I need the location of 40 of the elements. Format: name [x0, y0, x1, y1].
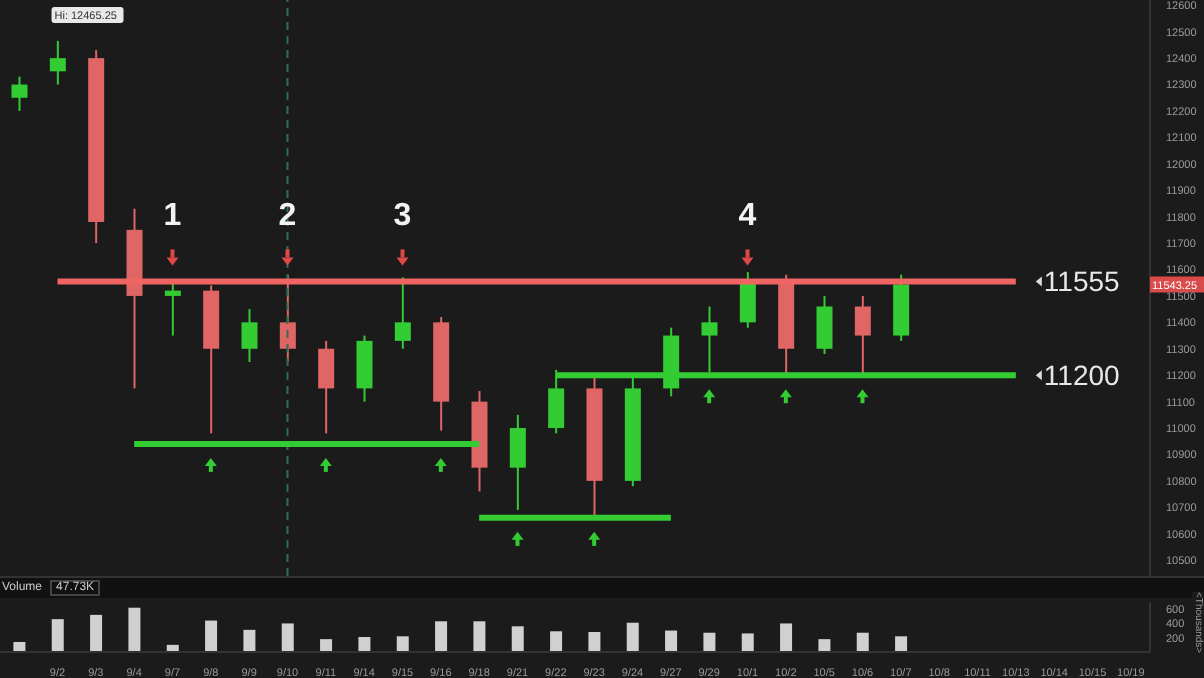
candlestick: [164, 279, 181, 337]
annotation: 3: [393, 199, 412, 234]
bar: [780, 623, 793, 652]
bar: [128, 607, 141, 652]
candlestick: [854, 294, 871, 377]
bar: [396, 636, 409, 652]
candlestick: [49, 39, 66, 86]
candlestick: [816, 294, 833, 356]
bar: [511, 626, 524, 652]
series-label: 11200: [1043, 359, 1121, 392]
annotation: 2: [278, 199, 297, 234]
bar: [90, 614, 103, 652]
bar: [281, 623, 294, 652]
bar: [856, 632, 869, 652]
bar: [550, 631, 563, 652]
candlestick: [241, 308, 258, 363]
series-label: 11555: [1043, 265, 1121, 298]
annotation: 4: [738, 199, 757, 234]
bar: [588, 632, 601, 652]
bar: [435, 621, 448, 652]
candlestick: [739, 271, 756, 329]
candlestick: [356, 334, 373, 403]
bar: [818, 639, 831, 652]
candlestick: [509, 413, 526, 511]
candlestick: [11, 75, 28, 112]
bar: [205, 620, 218, 652]
bar: [473, 621, 486, 652]
bar: [703, 632, 716, 652]
bar: [320, 639, 333, 652]
bar: [665, 630, 678, 652]
bar: [51, 619, 64, 652]
bar: [626, 622, 639, 652]
candlestick: [394, 276, 411, 350]
candlestick: [318, 339, 335, 435]
bar: [243, 629, 256, 652]
bar: [741, 633, 754, 652]
bar: [895, 636, 908, 652]
bar: [358, 637, 371, 652]
annotation: 1: [163, 199, 182, 234]
bar: [13, 642, 26, 652]
